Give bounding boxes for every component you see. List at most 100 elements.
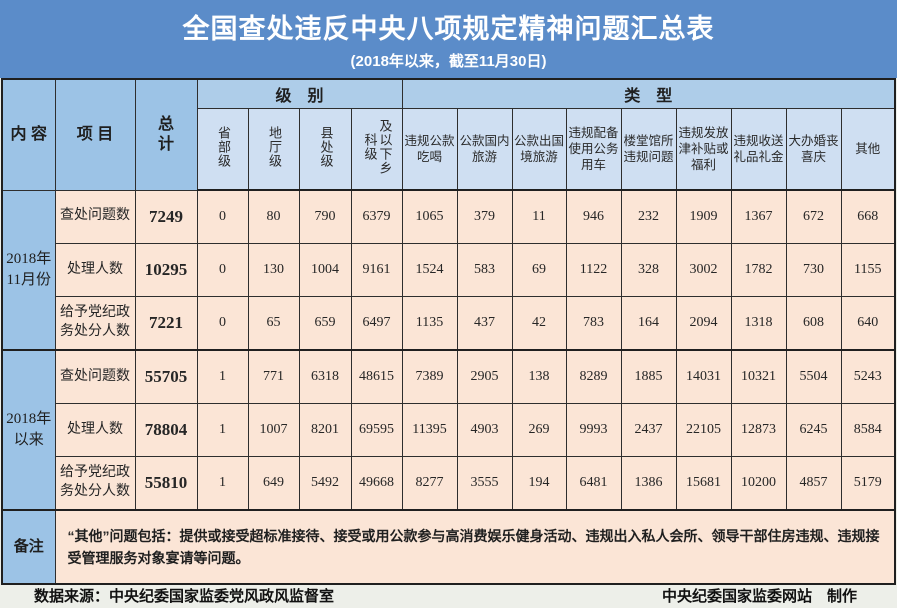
- value-cell: 15681: [675, 456, 732, 511]
- value-cell: 1909: [675, 189, 732, 244]
- value-cell: 65: [247, 296, 300, 351]
- header-group-level: 级 别: [196, 78, 403, 109]
- value-cell: 2437: [620, 403, 677, 457]
- header-group-type: 类 型: [401, 78, 896, 109]
- value-cell: 5243: [840, 349, 896, 404]
- page-subtitle: (2018年以来，截至11月30日): [350, 53, 547, 70]
- total-cell: 78804: [134, 403, 198, 457]
- value-cell: 269: [511, 403, 567, 457]
- value-cell: 1: [196, 456, 249, 511]
- column-header-level-1: 地厅级: [247, 108, 300, 191]
- value-cell: 1: [196, 349, 249, 404]
- value-cell: 42: [511, 296, 567, 351]
- value-cell: 640: [840, 296, 896, 351]
- table-row: 2018年 11月份 查处问题数 7249 0 80 790 6379 1065…: [1, 189, 896, 351]
- summary-table: 内 容 项 目 总 计 级 别 类 型 省部级 地厅级 县处级 科级 及以下乡 …: [1, 78, 897, 585]
- column-header-type-3: 违规配备 使用公务 用车: [565, 108, 622, 191]
- column-header-label: 科级 及以下乡: [362, 118, 393, 175]
- value-cell: 6379: [350, 189, 403, 244]
- value-cell: 790: [298, 189, 352, 244]
- value-cell: 730: [785, 243, 842, 297]
- value-cell: 0: [196, 189, 249, 244]
- value-cell: 8277: [401, 456, 458, 511]
- value-cell: 48615: [350, 349, 403, 404]
- header-total: 总 计: [134, 78, 198, 191]
- total-cell: 10295: [134, 243, 198, 297]
- value-cell: 1318: [730, 296, 787, 351]
- value-cell: 12873: [730, 403, 787, 457]
- metric-label: 处理人数: [54, 403, 136, 457]
- value-cell: 1782: [730, 243, 787, 297]
- value-cell: 80: [247, 189, 300, 244]
- table-row: 给予党纪政 务处分人数 55810 1 649 5492 49668 8277 …: [2, 456, 896, 511]
- value-cell: 1: [196, 403, 249, 457]
- value-cell: 49668: [350, 456, 403, 511]
- value-cell: 783: [565, 296, 622, 351]
- total-cell: 55705: [134, 349, 198, 404]
- value-cell: 194: [511, 456, 567, 511]
- column-header-label: 地厅级: [266, 125, 282, 168]
- value-cell: 1135: [401, 296, 458, 351]
- period-label: 2018年 以来: [1, 349, 56, 511]
- value-cell: 1367: [730, 189, 787, 244]
- column-header-type-2: 公款出国 境旅游: [511, 108, 567, 191]
- value-cell: 5179: [840, 456, 896, 511]
- value-cell: 7389: [401, 349, 458, 404]
- value-cell: 608: [785, 296, 842, 351]
- note-row: 备注 “其他”问题包括：提供或接受超标准接待、接受或用公款参与高消费娱乐健身活动…: [1, 509, 896, 585]
- table-footer: 数据来源：中央纪委国家监委党风政风监督室 中央纪委国家监委网站 制作: [0, 585, 897, 608]
- value-cell: 1065: [401, 189, 458, 244]
- column-header-type-1: 公款国内 旅游: [456, 108, 513, 191]
- value-cell: 946: [565, 189, 622, 244]
- value-cell: 437: [456, 296, 513, 351]
- value-cell: 9161: [350, 243, 403, 297]
- page-title: 全国查处违反中央八项规定精神问题汇总表: [182, 14, 715, 44]
- header-row-columns: 省部级 地厅级 县处级 科级 及以下乡 违规公款 吃喝 公款国内 旅游 公款出国…: [2, 108, 896, 191]
- value-cell: 6318: [298, 349, 352, 404]
- value-cell: 164: [620, 296, 677, 351]
- total-cell: 7249: [134, 189, 198, 244]
- value-cell: 6245: [785, 403, 842, 457]
- period-label: 2018年 11月份: [1, 189, 56, 351]
- metric-label: 给予党纪政 务处分人数: [54, 296, 136, 351]
- column-header-type-0: 违规公款 吃喝: [401, 108, 458, 191]
- column-header-level-0: 省部级: [196, 108, 249, 191]
- value-cell: 1524: [401, 243, 458, 297]
- value-cell: 3555: [456, 456, 513, 511]
- column-header-level-3: 科级 及以下乡: [350, 108, 403, 191]
- total-cell: 55810: [134, 456, 198, 511]
- column-header-type-7: 大办婚丧 喜庆: [785, 108, 842, 191]
- header-content: 内 容: [1, 78, 56, 191]
- header-row-groups: 内 容 项 目 总 计 级 别 类 型: [1, 78, 896, 191]
- metric-label: 给予党纪政 务处分人数: [54, 456, 136, 511]
- value-cell: 0: [196, 243, 249, 297]
- value-cell: 771: [247, 349, 300, 404]
- value-cell: 8201: [298, 403, 352, 457]
- value-cell: 1885: [620, 349, 677, 404]
- value-cell: 14031: [675, 349, 732, 404]
- value-cell: 4857: [785, 456, 842, 511]
- value-cell: 0: [196, 296, 249, 351]
- value-cell: 1155: [840, 243, 896, 297]
- value-cell: 1007: [247, 403, 300, 457]
- value-cell: 2094: [675, 296, 732, 351]
- value-cell: 10321: [730, 349, 787, 404]
- column-header-type-5: 违规发放 津补贴或 福利: [675, 108, 732, 191]
- value-cell: 130: [247, 243, 300, 297]
- note-text: “其他”问题包括：提供或接受超标准接待、接受或用公款参与高消费娱乐健身活动、违规…: [54, 509, 896, 585]
- table-title-banner: 全国查处违反中央八项规定精神问题汇总表 (2018年以来，截至11月30日): [0, 0, 897, 78]
- value-cell: 649: [247, 456, 300, 511]
- value-cell: 8289: [565, 349, 622, 404]
- value-cell: 1004: [298, 243, 352, 297]
- value-cell: 11: [511, 189, 567, 244]
- column-header-type-8: 其他: [840, 108, 896, 191]
- value-cell: 3002: [675, 243, 732, 297]
- value-cell: 672: [785, 189, 842, 244]
- value-cell: 2905: [456, 349, 513, 404]
- table-row: 2018年 以来 查处问题数 55705 1 771 6318 48615 73…: [1, 349, 896, 511]
- value-cell: 69: [511, 243, 567, 297]
- value-cell: 328: [620, 243, 677, 297]
- total-cell: 7221: [134, 296, 198, 351]
- value-cell: 8584: [840, 403, 896, 457]
- metric-label: 处理人数: [54, 243, 136, 297]
